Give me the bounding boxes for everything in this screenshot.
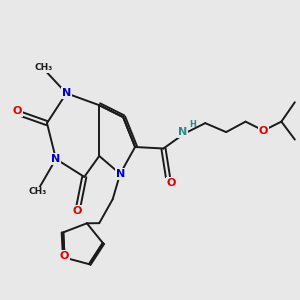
Text: O: O xyxy=(12,106,22,116)
Text: N: N xyxy=(178,127,188,137)
Text: O: O xyxy=(167,178,176,188)
Text: CH₃: CH₃ xyxy=(35,63,53,72)
Text: O: O xyxy=(72,206,82,216)
Text: N: N xyxy=(51,154,61,164)
Text: O: O xyxy=(60,251,69,261)
Text: H: H xyxy=(189,119,196,128)
Text: CH₃: CH₃ xyxy=(29,187,47,196)
Text: N: N xyxy=(62,88,71,98)
Text: O: O xyxy=(259,126,268,136)
Text: N: N xyxy=(116,169,125,179)
